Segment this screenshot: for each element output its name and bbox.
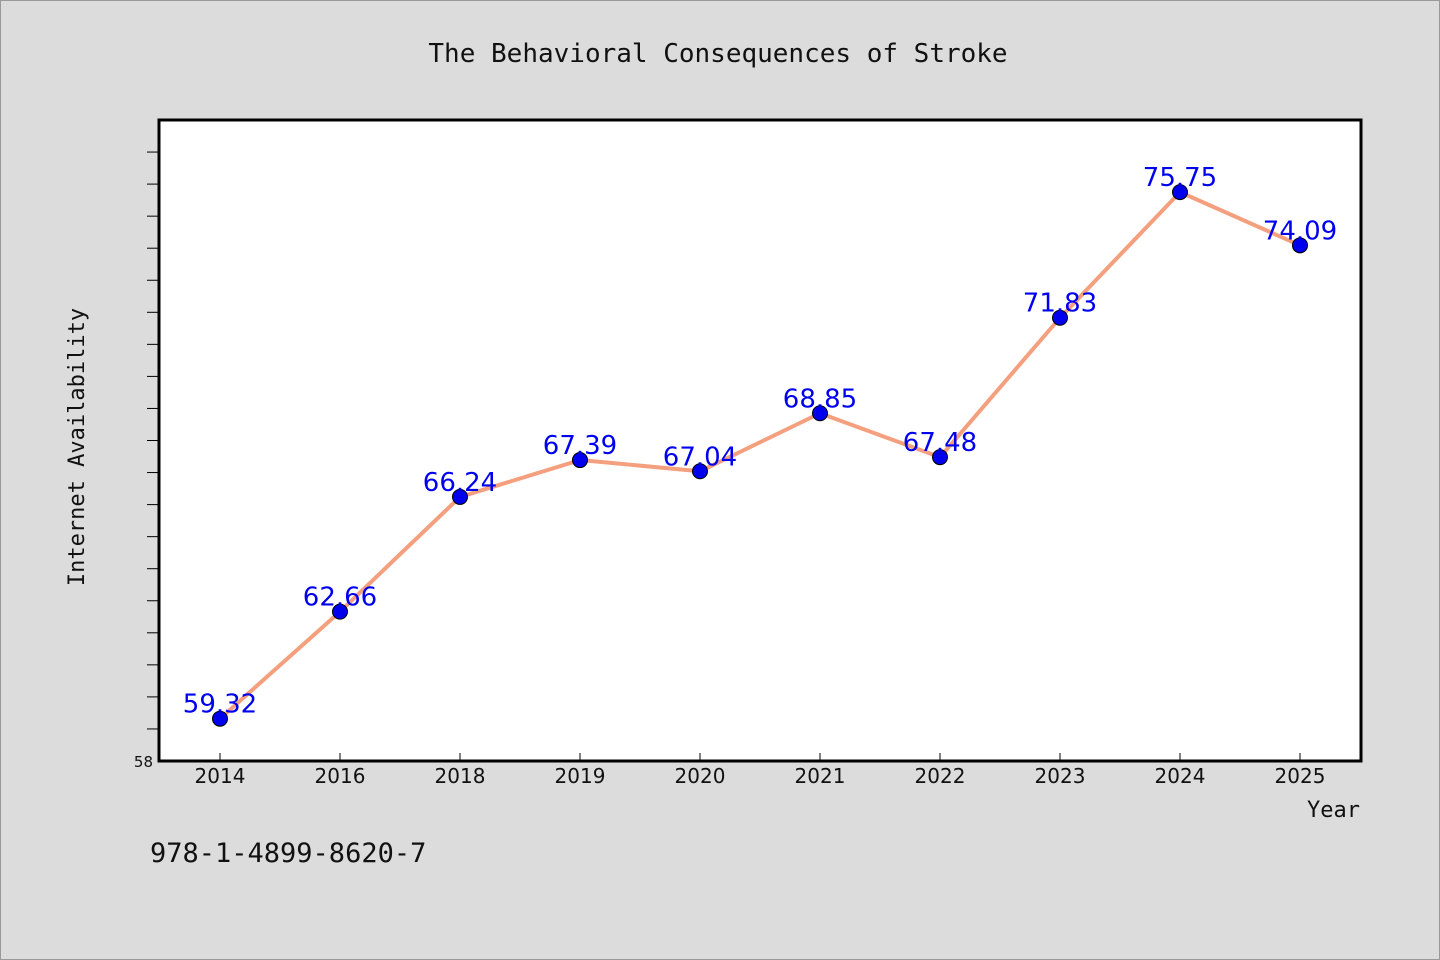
- x-tick-label: 2018: [435, 764, 486, 788]
- data-point: [332, 603, 348, 620]
- series-line: [218, 190, 1302, 721]
- data-point: [212, 710, 228, 727]
- data-point: [692, 463, 708, 480]
- x-tick-label: 2022: [915, 764, 966, 788]
- x-tick-label: 2019: [555, 764, 606, 788]
- x-axis-ticks: [219, 753, 1301, 761]
- x-tick-label: 2016: [315, 764, 366, 788]
- data-label: 66.24: [423, 468, 497, 498]
- data-point: [452, 488, 468, 505]
- y-axis-label: Internet Availability: [65, 308, 90, 586]
- data-point: [932, 449, 948, 466]
- x-axis-label: Year: [1307, 798, 1360, 823]
- chart-title: The Behavioral Consequences of Stroke: [428, 39, 1007, 69]
- data-point: [1052, 309, 1068, 326]
- x-tick-label: 2025: [1275, 764, 1326, 788]
- data-point: [1292, 237, 1308, 254]
- data-label: 67.39: [543, 431, 617, 461]
- data-label: 59.32: [183, 690, 257, 720]
- x-tick-label: 2024: [1155, 764, 1206, 788]
- y-axis-ticks: [147, 151, 159, 730]
- y-tick-label: 58: [134, 753, 153, 771]
- x-tick-label: 2020: [675, 764, 726, 788]
- data-label: 74.09: [1263, 216, 1337, 246]
- data-label: 67.04: [663, 442, 737, 472]
- series-markers: [212, 184, 1308, 727]
- data-label: 67.48: [903, 428, 977, 458]
- data-label: 71.83: [1023, 289, 1097, 319]
- isbn-text: 978-1-4899-8620-7: [150, 838, 426, 869]
- x-axis-tick-labels: 2014 2016 2018 2019 2020 2021 2022 2023 2024 2025: [195, 764, 1326, 788]
- data-label: 75.75: [1143, 163, 1217, 193]
- x-tick-label: 2023: [1035, 764, 1086, 788]
- data-label: 68.85: [783, 384, 857, 414]
- data-point: [812, 405, 828, 422]
- x-tick-label: 2014: [195, 764, 246, 788]
- data-labels: 59.32 62.66 66.24 67.39 67.04 68.85 67.48 71.83…: [183, 163, 1337, 720]
- data-point: [1172, 184, 1188, 201]
- data-label: 62.66: [303, 583, 377, 613]
- data-point: [572, 452, 588, 469]
- x-tick-label: 2021: [795, 764, 846, 788]
